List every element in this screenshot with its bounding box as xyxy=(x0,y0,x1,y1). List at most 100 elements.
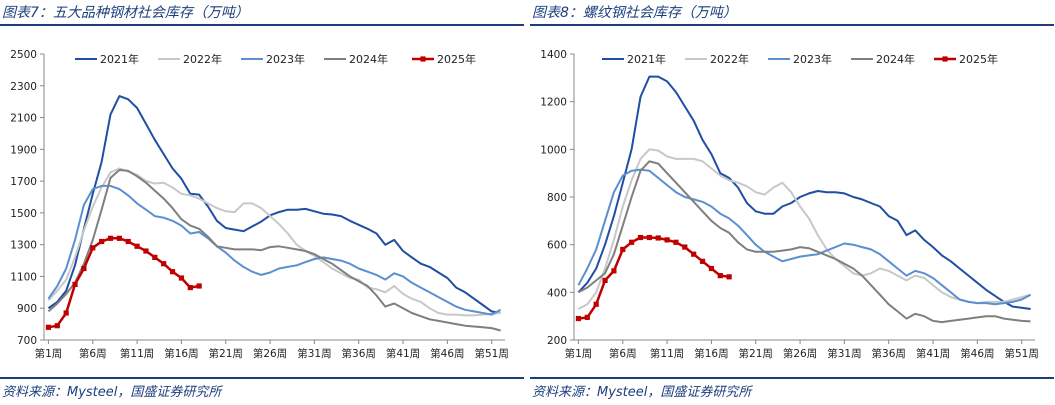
y-tick-label: 1400 xyxy=(540,49,567,61)
y-tick-label: 1700 xyxy=(10,176,37,188)
series-point-2025年 xyxy=(99,238,105,245)
series-point-2025年 xyxy=(45,324,52,330)
x-tick-label: 第16周 xyxy=(694,347,728,360)
legend-label: 2023年 xyxy=(793,52,832,66)
legend-label: 2024年 xyxy=(349,52,388,66)
x-tick-label: 第41周 xyxy=(386,347,420,360)
x-tick-label: 第41周 xyxy=(916,347,950,360)
x-tick-label: 第51周 xyxy=(1005,347,1039,360)
x-tick-label: 第21周 xyxy=(739,347,773,360)
panel-five-steel-inventory: 图表7：五大品种钢材社会库存（万吨） 700 900 1100 1300 1500 170… xyxy=(0,0,525,405)
figure-title: 图表7：五大品种钢材社会库存（万吨） xyxy=(2,5,249,21)
x-tick-label: 第26周 xyxy=(783,347,817,360)
series-point-2025年 xyxy=(655,235,661,241)
x-tick-label: 第16周 xyxy=(164,347,198,360)
x-tick-label: 第31周 xyxy=(297,347,331,360)
title-rule xyxy=(0,24,524,26)
y-tick-label: 1200 xyxy=(540,97,567,109)
series-point-2025年 xyxy=(90,245,96,251)
series-point-2025年 xyxy=(196,283,202,289)
series-point-2025年 xyxy=(691,251,697,257)
x-tick-label: 第36周 xyxy=(342,347,376,360)
figure-title: 图表8：螺纹钢社会库存（万吨） xyxy=(532,5,737,21)
legend-label: 2024年 xyxy=(876,52,915,66)
legend-marker xyxy=(942,56,948,62)
panel-rebar-inventory: 图表8：螺纹钢社会库存（万吨） 200 400 600 800 1000 1200 1400… xyxy=(530,0,1055,405)
series-line-2022年 xyxy=(577,148,1031,310)
series-point-2025年 xyxy=(726,274,732,280)
legend-label: 2025年 xyxy=(437,52,476,66)
series-point-2025年 xyxy=(63,310,69,316)
series-line-2024年 xyxy=(577,160,1031,324)
x-tick-label: 第46周 xyxy=(960,347,994,360)
series-line-2024年 xyxy=(47,169,501,332)
source-rule xyxy=(530,377,1054,379)
series-point-2025年 xyxy=(72,281,78,287)
series-point-2025年 xyxy=(107,235,114,241)
y-tick-label: 1000 xyxy=(540,144,567,156)
series-point-2025年 xyxy=(134,243,140,249)
source-note: 资料来源：Mysteel，国盛证券研究所 xyxy=(532,385,752,400)
x-tick-label: 第11周 xyxy=(650,347,684,360)
x-tick-label: 第21周 xyxy=(209,347,243,360)
y-tick-label: 400 xyxy=(547,287,567,299)
x-tick-label: 第1周 xyxy=(565,347,593,360)
series-point-2025年 xyxy=(629,239,635,245)
series-point-2025年 xyxy=(143,248,149,254)
five-steel-inventory-chart: 700 900 1100 1300 1500 1700 1900 2100 2300 2500 第1… xyxy=(10,49,509,360)
x-tick-label: 第6周 xyxy=(79,347,107,360)
series-point-2025年 xyxy=(637,234,644,241)
series-point-2025年 xyxy=(152,254,158,260)
legend-label: 2022年 xyxy=(710,52,749,66)
x-tick-label: 第31周 xyxy=(827,347,861,360)
legend-label: 2022年 xyxy=(183,52,222,66)
series-point-2025年 xyxy=(584,314,590,320)
series-point-2025年 xyxy=(611,268,617,274)
series-line-2021年 xyxy=(47,95,501,314)
series-point-2025年 xyxy=(664,237,670,243)
series-point-2025年 xyxy=(116,235,122,241)
y-tick-label: 200 xyxy=(547,335,567,347)
series-point-2025年 xyxy=(717,273,723,279)
series-point-2025年 xyxy=(708,265,715,272)
legend-marker xyxy=(420,56,426,62)
series-point-2025年 xyxy=(81,265,87,272)
series-point-2025年 xyxy=(169,269,176,275)
x-tick-label: 第11周 xyxy=(120,347,154,360)
series-point-2025年 xyxy=(187,284,193,291)
x-tick-label: 第1周 xyxy=(35,347,63,360)
x-tick-label: 第6周 xyxy=(609,347,637,360)
series-point-2025年 xyxy=(178,275,185,281)
series-point-2025年 xyxy=(682,244,688,250)
series-point-2025年 xyxy=(602,277,608,284)
source-note: 资料来源：Mysteel，国盛证券研究所 xyxy=(2,385,222,400)
y-tick-label: 2100 xyxy=(10,113,37,125)
legend-label: 2025年 xyxy=(959,52,998,66)
series-point-2025年 xyxy=(646,234,652,241)
series-line-2023年 xyxy=(47,184,502,316)
x-tick-label: 第36周 xyxy=(872,347,906,360)
y-tick-label: 1300 xyxy=(10,240,37,252)
y-tick-label: 1500 xyxy=(10,208,37,220)
y-tick-label: 2300 xyxy=(10,81,37,93)
x-tick-label: 第46周 xyxy=(430,347,464,360)
series-point-2025年 xyxy=(125,238,131,245)
title-rule xyxy=(530,24,1054,26)
series-line-2021年 xyxy=(577,75,1031,310)
y-tick-label: 1100 xyxy=(10,271,37,283)
y-tick-label: 800 xyxy=(547,192,567,204)
x-tick-label: 第26周 xyxy=(253,347,287,360)
source-rule xyxy=(0,377,524,379)
series-point-2025年 xyxy=(161,261,167,267)
series-line-2023年 xyxy=(577,168,1032,306)
y-tick-label: 700 xyxy=(17,335,37,347)
series-point-2025年 xyxy=(54,323,60,329)
y-tick-label: 1900 xyxy=(10,144,37,156)
series-point-2025年 xyxy=(673,239,679,245)
series-point-2025年 xyxy=(575,315,582,322)
legend-label: 2021年 xyxy=(100,52,139,66)
legend-label: 2023年 xyxy=(266,52,305,66)
y-tick-label: 2500 xyxy=(10,49,37,61)
y-tick-label: 600 xyxy=(547,240,567,252)
